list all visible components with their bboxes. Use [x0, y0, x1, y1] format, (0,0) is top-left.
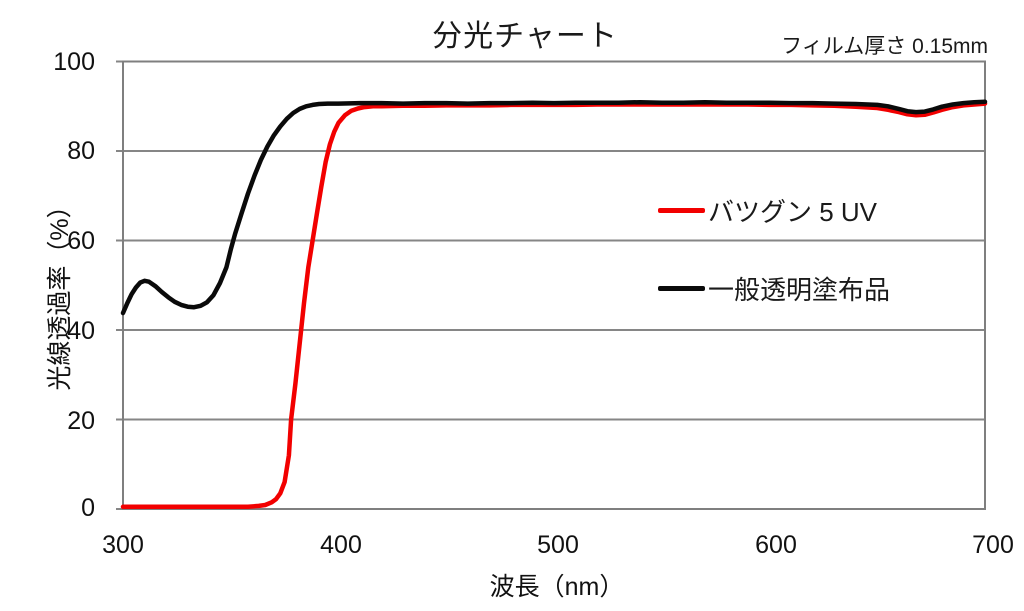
x-tick-label-400: 400 [320, 531, 362, 559]
chart-subtitle: フィルム厚さ 0.15mm [781, 35, 988, 58]
y-tick-label-60: 60 [67, 227, 95, 255]
chart-title: 分光チャート [432, 20, 618, 53]
y-tick-label-40: 40 [67, 317, 95, 345]
y-tick-label-80: 80 [67, 137, 95, 165]
x-axis-label: 波長（nm） [489, 573, 625, 601]
x-tick-label-600: 600 [755, 531, 797, 559]
legend-line-black [658, 285, 705, 291]
legend-label: バツグン 5 UV [708, 196, 878, 227]
series-line-1 [120, 99, 988, 316]
y-tick-label-20: 20 [67, 407, 95, 435]
y-axis-label: 光線透過率（%） [46, 193, 74, 391]
x-tick-label-300: 300 [102, 531, 144, 559]
legend-label: 一般透明塗布品 [708, 274, 891, 305]
x-tick-label-500: 500 [537, 531, 579, 559]
y-tick-label-0: 0 [81, 494, 95, 522]
legend-item-batsugun-5uv: バツグン 5 UV [658, 194, 878, 227]
x-tick-label-700: 700 [972, 531, 1014, 559]
legend-item-general-clear-coat: 一般透明塗布品 [658, 272, 891, 305]
legend-line-red [658, 207, 705, 213]
plot-border [122, 60, 986, 510]
y-tick-label-100: 100 [53, 48, 95, 76]
series-line-0 [120, 101, 988, 510]
